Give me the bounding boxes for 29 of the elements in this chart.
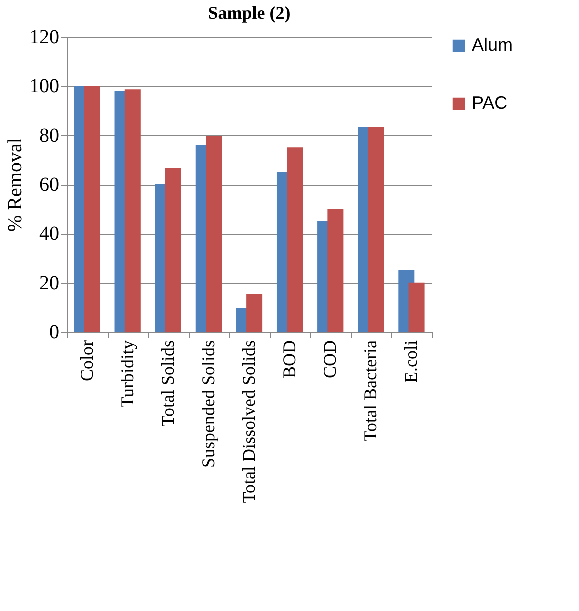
legend-label: PAC bbox=[472, 93, 508, 113]
x-tick-label: E.coli bbox=[401, 340, 422, 383]
x-tick-label: Total Solids bbox=[158, 340, 178, 427]
x-tick-label: Color bbox=[76, 340, 97, 382]
y-axis-title: % Removal bbox=[4, 138, 26, 232]
x-tick-label: BOD bbox=[280, 340, 300, 379]
y-tick-label: 80 bbox=[40, 124, 60, 147]
bar bbox=[165, 168, 182, 332]
y-tick-label: 0 bbox=[50, 322, 60, 344]
y-tick-label: 120 bbox=[30, 26, 60, 48]
chart-title: Sample (2) bbox=[208, 3, 291, 23]
y-tick-label: 40 bbox=[40, 223, 60, 246]
legend-label: Alum bbox=[472, 35, 514, 55]
bar bbox=[84, 86, 100, 332]
y-tick-label: 100 bbox=[30, 76, 60, 98]
bar bbox=[246, 294, 263, 332]
bar bbox=[368, 126, 384, 332]
y-tick-label: 60 bbox=[40, 174, 60, 196]
bar bbox=[408, 282, 425, 332]
x-tick-label: Total Bacteria bbox=[360, 340, 381, 442]
bar bbox=[206, 136, 222, 332]
y-tick-label: 20 bbox=[40, 272, 60, 294]
x-tick-label: COD bbox=[320, 340, 340, 379]
x-tick-label: Turbidity bbox=[117, 340, 138, 408]
x-tick-label: Total Dissolved Solids bbox=[239, 340, 259, 504]
bar bbox=[124, 90, 141, 332]
x-tick-label: Suspended Solids bbox=[198, 340, 218, 468]
bar bbox=[287, 148, 304, 332]
bar bbox=[328, 209, 344, 332]
